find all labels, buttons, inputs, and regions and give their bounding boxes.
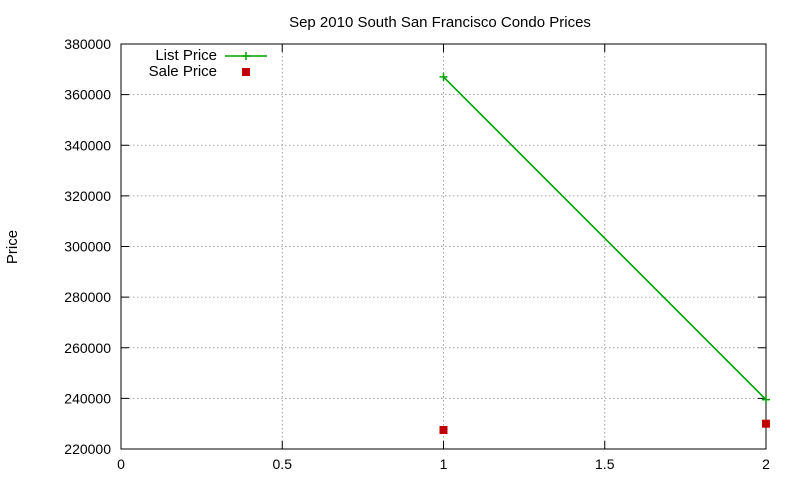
legend-label-sale-price: Sale Price <box>149 63 217 80</box>
y-tick-label: 380000 <box>64 36 111 52</box>
y-tick-label: 320000 <box>64 188 111 204</box>
legend-marker-list-price <box>242 52 250 60</box>
sale-price-point <box>762 419 770 428</box>
y-tick-label: 280000 <box>64 289 111 305</box>
y-tick-label: 340000 <box>64 137 111 153</box>
list-price-point <box>762 395 770 404</box>
y-tick-label: 240000 <box>64 390 111 406</box>
y-axis-label: Price <box>4 230 21 264</box>
y-tick-label: 260000 <box>64 340 111 356</box>
x-tick-label: 2 <box>762 456 770 472</box>
legend-label-list-price: List Price <box>155 47 217 64</box>
legend-marker-sale-price <box>242 68 250 76</box>
y-tick-label: 360000 <box>64 87 111 103</box>
y-tick-label: 220000 <box>64 441 111 457</box>
axis-ticks: 220000 240000 260000 280000 300000 320000 3400… <box>64 36 770 472</box>
series-layer <box>439 72 770 435</box>
grid <box>121 44 766 449</box>
list-price-point <box>439 72 448 81</box>
sale-price-point <box>439 426 448 435</box>
chart-title: Sep 2010 South San Francisco Condo Price… <box>289 14 591 31</box>
list-price-line <box>442 76 767 401</box>
x-tick-label: 1.5 <box>595 456 615 472</box>
x-tick-label: 1 <box>440 456 448 472</box>
x-tick-label: 0 <box>117 456 125 472</box>
x-tick-label: 0.5 <box>273 456 293 472</box>
y-tick-label: 300000 <box>64 239 111 255</box>
